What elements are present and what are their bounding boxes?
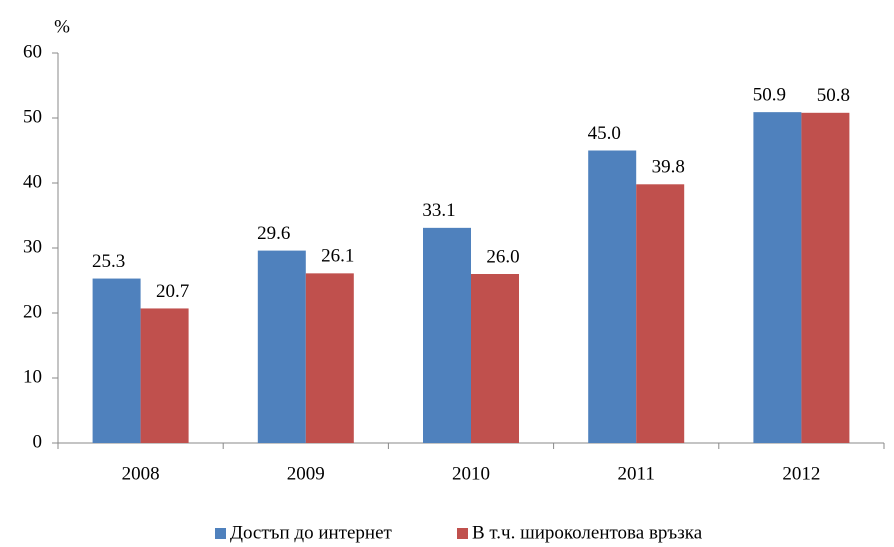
bar	[140, 308, 189, 443]
bar	[588, 150, 637, 443]
x-tick-label: 2009	[287, 463, 325, 484]
data-label: 20.7	[156, 281, 189, 302]
x-tick-label: 2008	[122, 463, 160, 484]
data-label: 26.0	[486, 246, 519, 267]
y-tick-label: 50	[23, 106, 42, 127]
bar	[471, 274, 519, 443]
data-label: 50.8	[817, 85, 850, 106]
data-label: 25.3	[92, 251, 125, 272]
x-tick-label: 2012	[782, 463, 820, 484]
x-tick-label: 2010	[452, 463, 490, 484]
legend-label: В т.ч. широколентова връзка	[472, 522, 703, 543]
data-label: 29.6	[257, 223, 290, 244]
y-tick-label: 0	[33, 431, 43, 452]
y-tick-label: 60	[23, 41, 42, 62]
bar	[92, 278, 141, 443]
x-tick-label: 2011	[618, 463, 655, 484]
y-tick-label: 20	[23, 301, 42, 322]
y-tick-label: 10	[23, 366, 42, 387]
data-label: 45.0	[588, 123, 621, 144]
data-label: 50.9	[753, 85, 786, 106]
y-axis-label: %	[54, 16, 70, 37]
legend-swatch	[457, 528, 468, 539]
bar	[636, 184, 685, 444]
data-label: 26.1	[321, 246, 354, 267]
legend-label: Достъп до интернет	[230, 522, 393, 543]
bar	[753, 112, 802, 444]
bar	[423, 227, 471, 443]
bar	[257, 250, 306, 443]
y-tick-label: 30	[23, 236, 42, 257]
data-label: 39.8	[652, 157, 685, 178]
legend-swatch	[215, 528, 226, 539]
bar	[801, 112, 850, 444]
y-tick-label: 40	[23, 171, 42, 192]
data-label: 33.1	[422, 200, 455, 221]
bar	[305, 273, 354, 443]
